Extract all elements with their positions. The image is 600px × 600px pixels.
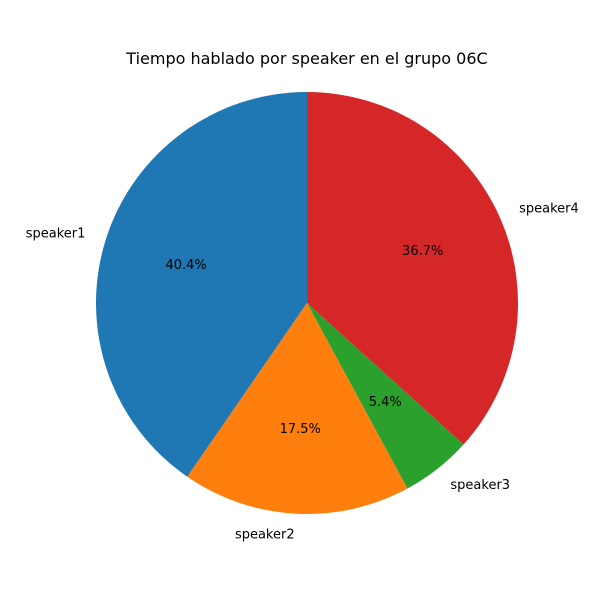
slice-percent-speaker4: 36.7% [402,244,443,259]
pie-slice-speaker4 [307,92,518,445]
pie-slices [95,92,518,514]
slice-percent-speaker3: 5.4% [369,395,402,410]
slice-label-speaker3: speaker3 [450,478,510,493]
pie-slice-speaker2 [187,303,408,514]
slice-label-speaker2: speaker2 [235,527,295,542]
pie-labels: speaker1 40.4% speaker2 17.5% speaker3 5.4% sp… [26,201,579,542]
pie-slice-speaker3 [307,303,464,489]
slice-percent-speaker1: 40.4% [165,258,206,273]
slice-percent-speaker2: 17.5% [280,422,321,437]
pie-slice-speaker1 [95,92,307,477]
slice-label-speaker1: speaker1 [26,227,86,242]
chart-title: Tiempo hablado por speaker en el grupo 0… [125,49,487,68]
slice-label-speaker4: speaker4 [519,201,579,216]
